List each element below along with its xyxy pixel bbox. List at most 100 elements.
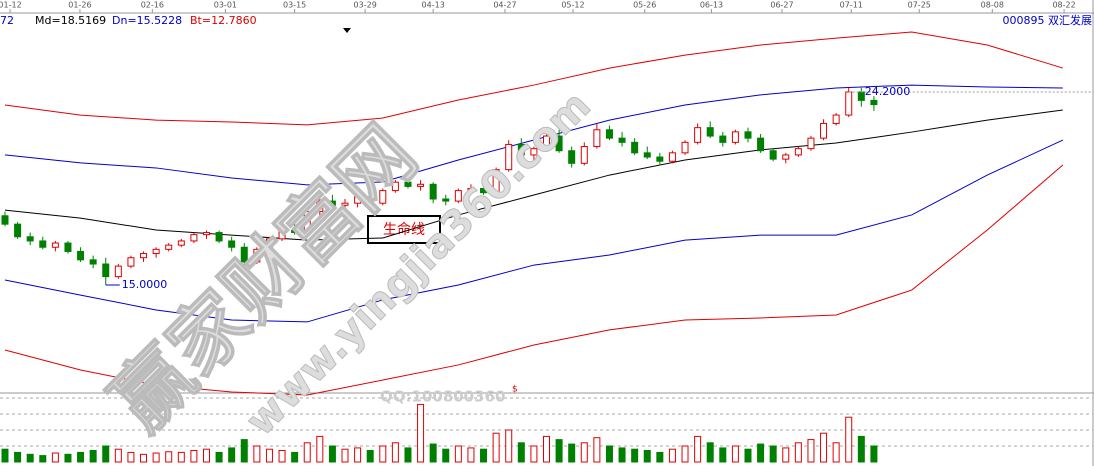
candle-body	[417, 183, 425, 187]
volume-bar	[102, 445, 110, 463]
candle-body	[593, 129, 601, 148]
candle-body	[731, 131, 739, 143]
candle-body	[89, 259, 97, 265]
volume-bar	[580, 442, 588, 463]
candle-body	[454, 190, 462, 202]
candle-body	[39, 240, 47, 248]
volume-bar	[215, 451, 223, 463]
volume-bar	[328, 445, 336, 463]
x-tick-label: 07-11	[840, 1, 863, 10]
candle-body	[379, 190, 387, 204]
volume-bar	[605, 445, 613, 463]
candle-body	[404, 181, 412, 187]
volume-bar	[26, 453, 34, 463]
volume-bar	[731, 445, 739, 463]
volume-bar	[429, 443, 437, 463]
candle-body	[303, 211, 311, 234]
volume-bar	[593, 437, 601, 463]
volume-bar	[177, 451, 185, 463]
volume-bar	[1, 448, 9, 463]
volume-bar	[757, 443, 765, 463]
x-tick-label: 04-27	[493, 1, 516, 10]
volume-bar	[341, 448, 349, 463]
volume-bar	[492, 432, 500, 463]
candle-body	[429, 183, 437, 200]
header-md: Md=18.5169	[35, 14, 106, 27]
x-tick-label: 05-26	[633, 1, 656, 10]
candle-body	[492, 169, 500, 194]
candle-body	[832, 114, 840, 124]
candle-body	[668, 152, 676, 162]
volume-bar	[555, 439, 563, 463]
candle-body	[228, 240, 236, 248]
candle-body	[366, 196, 374, 204]
candle-body	[580, 146, 588, 164]
candle-body	[26, 236, 34, 242]
candle-body	[681, 141, 689, 154]
x-tick-label: 08-22	[1052, 1, 1075, 10]
volume-bar	[89, 449, 97, 463]
candle-body	[870, 99, 878, 106]
volume-bar	[794, 442, 802, 463]
band-line	[4, 31, 1063, 126]
volume-bar	[190, 449, 198, 463]
candle-body	[568, 150, 576, 164]
candle-body	[631, 141, 639, 154]
volume-bar	[228, 447, 236, 463]
candle-body	[442, 198, 450, 202]
volume-bar	[114, 448, 122, 463]
candle-body	[253, 248, 261, 263]
candle-body	[694, 127, 702, 143]
volume-bar	[64, 453, 72, 463]
volume-bar	[782, 447, 790, 463]
candle-body	[391, 181, 399, 192]
x-tick-label: 04-13	[422, 1, 445, 10]
candle-body	[127, 257, 135, 267]
candle-body	[794, 148, 802, 156]
header-stock: 000895 双汇发展	[1003, 13, 1093, 27]
volume-bar	[202, 448, 210, 463]
candle-body	[51, 242, 59, 248]
candle-body	[744, 131, 752, 139]
volume-bar	[807, 439, 815, 463]
volume-bar	[857, 435, 865, 463]
candle-body	[820, 122, 828, 139]
candle-body	[64, 242, 72, 252]
volume-bar	[656, 451, 664, 463]
volume-bar	[140, 453, 148, 463]
band-line	[4, 109, 1063, 241]
volume-bar	[39, 455, 47, 463]
volume-bar	[77, 451, 85, 463]
volume-bar	[51, 452, 59, 463]
candle-body	[543, 135, 550, 150]
volume-bar	[467, 447, 475, 463]
candle-body	[190, 234, 198, 242]
candle-body	[757, 137, 765, 152]
band-line	[4, 84, 1063, 186]
candle-body	[215, 232, 223, 242]
candle-body	[291, 229, 299, 234]
volume-bar	[706, 442, 714, 463]
marker-triangle	[343, 28, 351, 33]
volume-bar	[291, 451, 299, 463]
candle-body	[328, 200, 336, 206]
volume-bar	[505, 429, 513, 463]
volume-bar	[404, 447, 412, 463]
volume-bar	[265, 448, 273, 463]
candle-body	[102, 263, 110, 278]
volume-bar	[14, 451, 22, 463]
candle-body	[719, 135, 727, 143]
volume-bar	[480, 448, 488, 463]
candle-body	[265, 238, 273, 250]
candle-body	[857, 91, 865, 101]
candle-body	[467, 187, 475, 192]
candle-body	[769, 150, 777, 160]
candle-body	[845, 91, 853, 116]
candle-body	[316, 200, 324, 213]
candle-body	[706, 127, 714, 137]
volume-bar	[417, 403, 425, 463]
volume-bar	[845, 416, 853, 463]
volume-bar	[820, 432, 828, 463]
candle-body	[341, 202, 349, 206]
